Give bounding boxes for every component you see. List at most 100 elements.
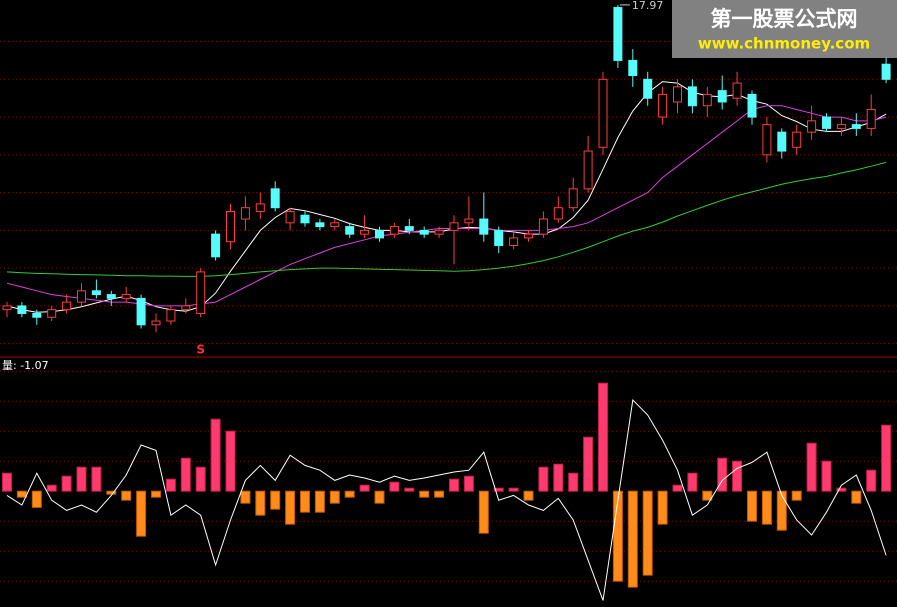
- candle-body: [77, 290, 86, 303]
- histogram-bar: [31, 490, 42, 508]
- histogram-bar: [583, 436, 594, 492]
- histogram-bar: [791, 490, 802, 501]
- candle-body: [494, 229, 504, 246]
- histogram-bar: [851, 490, 862, 504]
- histogram-bar: [195, 466, 206, 492]
- histogram-bar: [16, 490, 27, 498]
- candle-body: [687, 86, 697, 107]
- histogram-bar: [657, 490, 668, 525]
- histogram-bar: [821, 460, 832, 492]
- candle-body: [658, 93, 668, 118]
- candle-body: [792, 131, 802, 148]
- candle-body: [822, 116, 831, 129]
- candle-body: [345, 226, 355, 235]
- candle-body: [747, 93, 757, 118]
- candle-body: [509, 237, 519, 246]
- candle-body: [866, 109, 876, 129]
- candle-body: [360, 229, 370, 235]
- histogram-bar: [642, 490, 653, 576]
- candle-body: [419, 229, 429, 235]
- histogram-bar: [553, 463, 564, 492]
- candle-body: [732, 82, 742, 99]
- histogram-bar: [180, 457, 191, 492]
- histogram-bar: [2, 472, 12, 492]
- histogram-bar: [240, 490, 251, 504]
- histogram-bar: [314, 490, 325, 513]
- histogram-bar: [687, 472, 698, 492]
- candle-body: [568, 188, 578, 209]
- histogram-bar: [866, 469, 877, 492]
- candle-body: [389, 226, 399, 235]
- histogram-bar: [136, 490, 147, 537]
- candle-body: [628, 59, 638, 77]
- candle-body: [166, 309, 176, 322]
- candle-body: [851, 124, 861, 129]
- candle-body: [151, 320, 161, 326]
- candle-body: [211, 233, 221, 258]
- candle-body: [717, 90, 727, 103]
- moving-average: [6, 161, 887, 277]
- candle-body: [673, 86, 682, 103]
- histogram-bar: [568, 472, 579, 492]
- candle-body: [121, 294, 131, 299]
- candle-body: [2, 305, 12, 311]
- peak-label: 17.97: [632, 0, 664, 12]
- histogram-bar: [210, 418, 221, 492]
- histogram-bar: [46, 484, 57, 492]
- candle-body: [315, 222, 325, 228]
- candle-body: [553, 207, 563, 220]
- watermark: 第一股票公式网 www.chnmoney.com: [672, 0, 897, 58]
- indicator-line: [6, 398, 887, 601]
- histogram-bar: [761, 490, 772, 525]
- histogram-bar: [404, 487, 415, 492]
- histogram-bar: [449, 478, 459, 492]
- candle-body: [106, 294, 116, 299]
- candle-body: [583, 150, 593, 190]
- histogram-bar: [106, 490, 117, 495]
- candle-body: [375, 229, 384, 239]
- histogram-bar: [806, 442, 817, 492]
- candle-body: [91, 290, 101, 296]
- histogram-bar: [881, 424, 892, 492]
- histogram-bar: [165, 478, 176, 492]
- histogram-bar: [255, 490, 266, 516]
- histogram-bar: [717, 457, 728, 492]
- histogram-bar: [434, 490, 445, 498]
- candle-body: [32, 312, 42, 318]
- candle-body: [47, 309, 57, 318]
- histogram-bar: [672, 484, 683, 492]
- candle-body: [434, 229, 444, 235]
- histogram-bar: [463, 475, 474, 492]
- histogram-bar: [627, 490, 638, 588]
- candle-body: [17, 305, 27, 314]
- moving-average: [6, 105, 887, 307]
- candle-body: [777, 131, 787, 152]
- candle-body: [881, 63, 891, 80]
- histogram-bar: [508, 487, 519, 492]
- candle-body: [285, 210, 295, 224]
- histogram-bar: [300, 490, 310, 513]
- candle-body: [330, 222, 340, 228]
- histogram-bar: [344, 490, 355, 498]
- histogram-bar: [225, 430, 236, 492]
- histogram-bar: [389, 481, 400, 492]
- candle-body: [836, 124, 846, 129]
- candle-body: [240, 207, 250, 220]
- candle-body: [643, 78, 653, 99]
- candle-body: [538, 218, 548, 235]
- candle-body: [62, 301, 72, 311]
- histogram-bar: [732, 460, 743, 492]
- watermark-box: [672, 0, 897, 58]
- candle-body: [196, 271, 206, 314]
- histogram-bar: [76, 466, 87, 492]
- histogram-bar: [836, 487, 847, 492]
- candle-body: [226, 210, 235, 243]
- histogram-bar: [598, 382, 608, 492]
- candle-body: [807, 120, 817, 133]
- candle-body: [270, 188, 280, 209]
- histogram-bar: [702, 490, 713, 501]
- histogram-bar: [61, 475, 72, 492]
- histogram-bar: [538, 466, 549, 492]
- histogram-bar: [493, 487, 504, 492]
